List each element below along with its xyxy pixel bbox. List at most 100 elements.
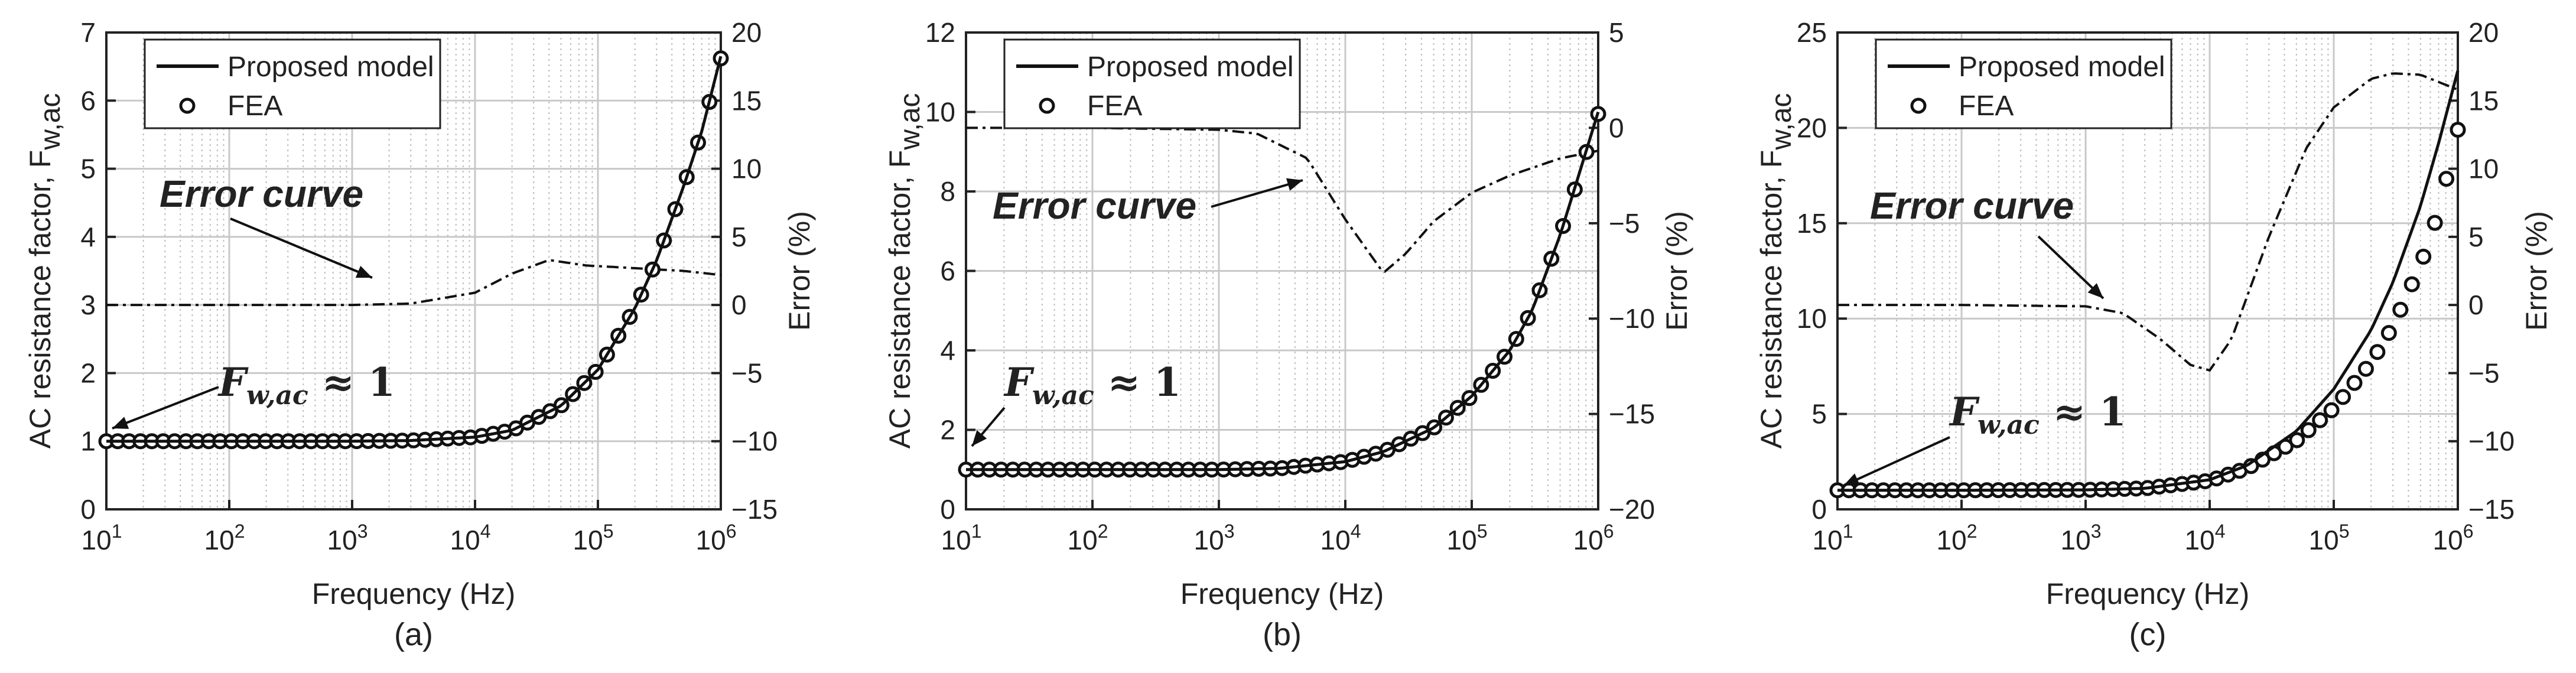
x-tick-label: 103 (327, 521, 368, 555)
y2-tick-label: 15 (2468, 85, 2499, 116)
arrow-head (1286, 178, 1303, 191)
legend-marker-swatch (1040, 99, 1053, 112)
y2-tick-label: −10 (1609, 303, 1655, 334)
y2-axis-label: Error (%) (1660, 211, 1693, 331)
x-tick-label: 105 (573, 521, 614, 555)
legend-label-fea: FEA (1087, 90, 1142, 122)
legend-label-fea: FEA (227, 90, 282, 122)
legend-marker-swatch (1912, 99, 1925, 112)
y-axis-label: AC resistance factor, Fw,ac (883, 93, 926, 449)
annotation-arrow (1843, 437, 1950, 486)
y-tick-label: 6 (80, 85, 96, 116)
y-tick-label: 0 (1811, 494, 1827, 525)
y2-tick-label: 20 (731, 17, 762, 48)
fea-marker (2405, 278, 2418, 291)
y-tick-label: 0 (940, 494, 955, 525)
y2-axis-label: Error (%) (2520, 211, 2553, 331)
y2-tick-label: −15 (1609, 399, 1655, 430)
y2-tick-label: −5 (2468, 357, 2499, 388)
y2-tick-label: −15 (731, 494, 778, 525)
y2-tick-label: 10 (2468, 154, 2499, 184)
x-tick-label: 106 (1573, 521, 1614, 555)
fea-marker (2382, 326, 2395, 339)
error-curve-line (106, 261, 721, 305)
x-tick-label: 102 (1937, 521, 1977, 555)
proposed-model-line (1837, 71, 2458, 490)
annotation-fw-approx: Fw,ac ≈ 1 (1949, 389, 2126, 440)
x-tick-label: 103 (1194, 521, 1235, 555)
y-tick-label: 1 (80, 426, 96, 457)
y-tick-label: 25 (1797, 17, 1827, 48)
y2-tick-label: 0 (2468, 290, 2484, 320)
x-tick-label: 105 (1447, 521, 1488, 555)
y2-tick-label: 0 (731, 290, 747, 320)
arrow-head (356, 266, 372, 278)
y-tick-label: 2 (940, 415, 955, 446)
y-tick-label: 4 (940, 335, 955, 366)
y-tick-label: 12 (925, 17, 955, 48)
fea-marker (2348, 376, 2361, 389)
y2-tick-label: 5 (731, 222, 747, 252)
x-tick-label: 101 (1813, 521, 1853, 555)
chart-panel-1: 0 1 2 3 4 5 6 7 −15 −10 −5 0 5 10 15 20 101 102 103 104 105 1… (24, 17, 816, 652)
y-axis-label: AC resistance factor, Fw,ac (1755, 93, 1797, 449)
y2-tick-label: 20 (2468, 17, 2499, 48)
y-tick-label: 15 (1797, 208, 1827, 239)
annotation-error-curve: Error curve (1870, 184, 2074, 227)
fea-marker (2302, 424, 2315, 437)
proposed-model-line (966, 112, 1598, 470)
y2-tick-label: −20 (1609, 494, 1655, 525)
x-tick-label: 104 (2185, 521, 2226, 555)
fea-marker (2325, 404, 2338, 417)
x-tick-label: 105 (2309, 521, 2350, 555)
legend-label-model: Proposed model (227, 51, 434, 83)
panel-label: (c) (2129, 617, 2167, 652)
y-tick-label: 10 (925, 97, 955, 128)
y-tick-label: 8 (940, 176, 955, 207)
figure: 01234567−15−10−505101520101 102 103 104 105 1… (0, 0, 2576, 673)
y2-axis-label: Error (%) (783, 211, 816, 331)
fea-marker (2337, 391, 2350, 404)
y2-tick-label: 15 (731, 85, 762, 116)
y2-tick-label: 5 (2468, 222, 2484, 252)
x-tick-label: 102 (1068, 521, 1108, 555)
y-tick-label: 2 (80, 357, 96, 388)
annotation-error-curve: Error curve (993, 184, 1196, 227)
x-axis-label: Frequency (Hz) (312, 577, 516, 610)
panel-label: (b) (1263, 617, 1302, 652)
fea-marker (2394, 303, 2407, 316)
arrow-head (112, 417, 129, 429)
x-axis-label: Frequency (Hz) (2046, 577, 2250, 610)
y-tick-label: 0 (80, 494, 96, 525)
legend-label-model: Proposed model (1959, 51, 2165, 83)
y-tick-label: 5 (80, 154, 96, 184)
y-axis-label: AC resistance factor, Fw,ac (24, 93, 66, 449)
fea-marker (2451, 123, 2464, 136)
y2-tick-label: 0 (1609, 112, 1624, 143)
x-tick-label: 103 (2061, 521, 2102, 555)
y-tick-label: 5 (1811, 399, 1827, 430)
y2-tick-label: −10 (2468, 426, 2515, 457)
x-tick-label: 101 (941, 521, 982, 555)
x-tick-label: 101 (82, 521, 122, 555)
y-tick-label: 3 (80, 290, 96, 320)
fea-marker (2440, 173, 2453, 186)
x-tick-label: 106 (2433, 521, 2474, 555)
x-tick-label: 106 (696, 521, 737, 555)
legend-label-model: Proposed model (1087, 51, 1294, 83)
y-tick-label: 6 (940, 256, 955, 287)
fea-marker (2417, 250, 2430, 263)
legend-marker-swatch (181, 99, 194, 112)
y2-tick-label: 10 (731, 154, 762, 184)
y-tick-label: 10 (1797, 303, 1827, 334)
annotation-error-curve: Error curve (160, 173, 363, 215)
y-tick-label: 20 (1797, 112, 1827, 143)
y2-tick-label: −5 (731, 357, 762, 388)
y-tick-label: 4 (80, 222, 96, 252)
panel-label: (a) (394, 617, 433, 652)
annotation-fw-approx: Fw,ac ≈ 1 (217, 359, 395, 411)
x-tick-label: 104 (450, 521, 491, 555)
chart-panel-2: 0 2 4 6 8 10 12 −20 −15 −10 −5 0 5 101 102 103 104 105 106… (883, 17, 1693, 652)
y2-tick-label: −15 (2468, 494, 2515, 525)
x-tick-label: 104 (1320, 521, 1361, 555)
